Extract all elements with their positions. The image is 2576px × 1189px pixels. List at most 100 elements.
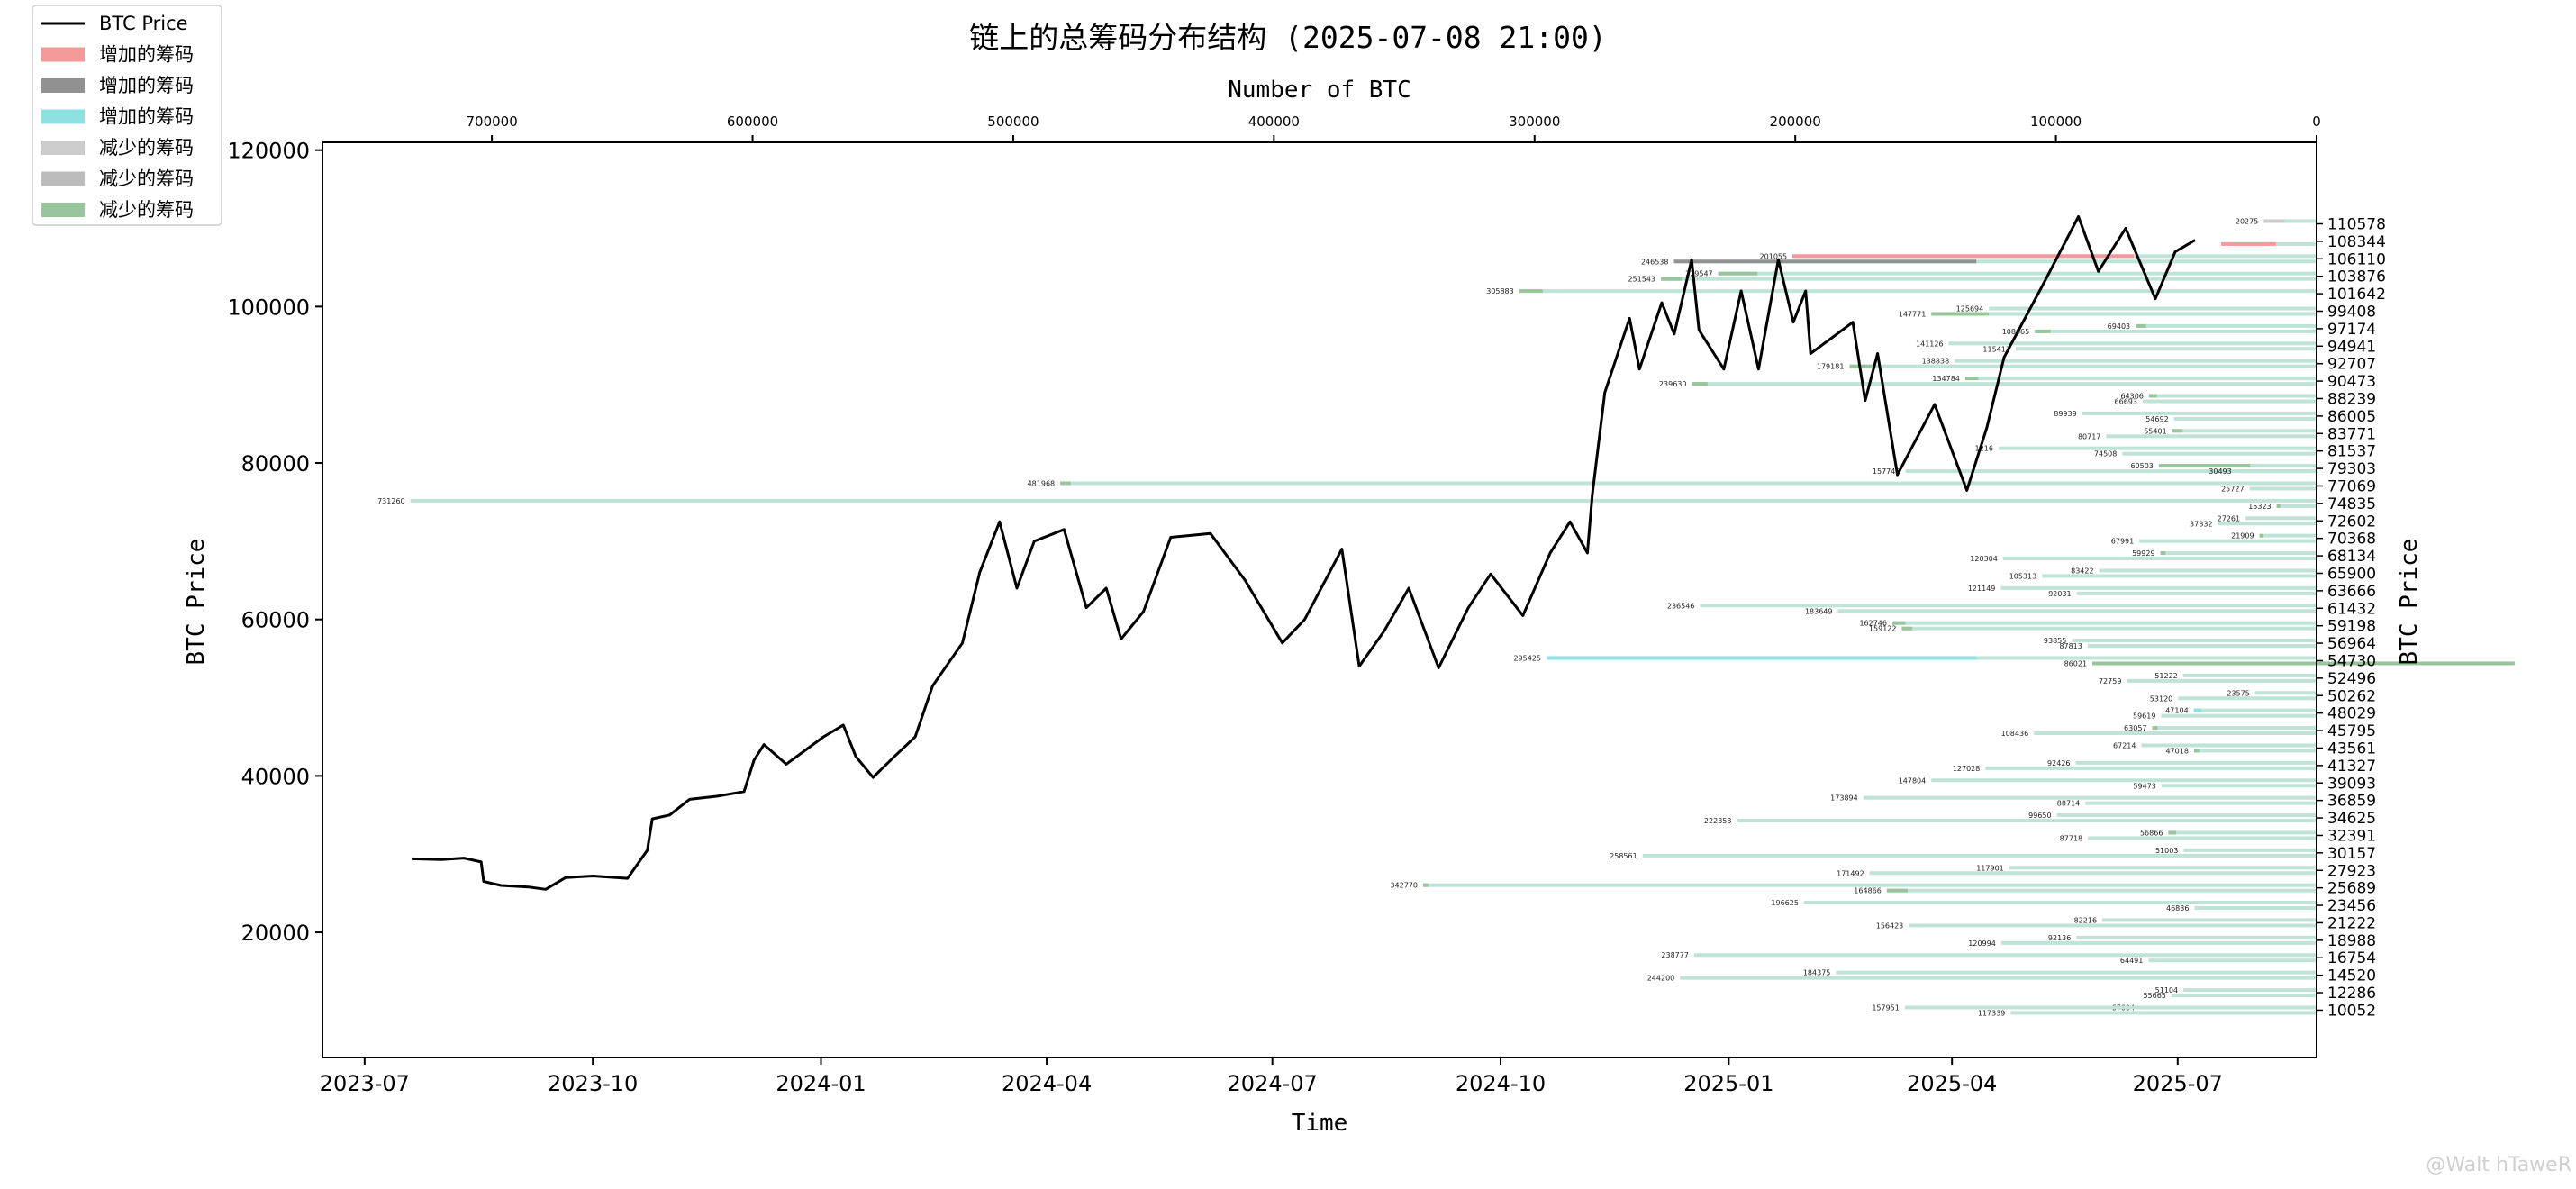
- distribution-bar: [2122, 451, 2317, 456]
- distribution-bar: [2042, 574, 2317, 578]
- distribution-label: 115413: [1982, 345, 2010, 353]
- distribution-label: 93855: [2044, 637, 2066, 645]
- distribution-bar: [1700, 604, 2317, 608]
- right-tick-label: 65900: [2327, 565, 2376, 583]
- distribution-bar: [2148, 394, 2317, 398]
- top-tick-label: 300000: [1509, 113, 1560, 130]
- distribution-bar: [2218, 522, 2317, 526]
- distribution-bar: [1863, 795, 2317, 800]
- distribution-change-bar: [1547, 656, 1977, 660]
- distribution-label: 138838: [1922, 358, 1950, 366]
- distribution-bar: [2072, 639, 2317, 643]
- distribution-bar: [1931, 778, 2317, 783]
- distribution-change-bar: [2263, 219, 2285, 223]
- distribution-label: 147771: [1899, 310, 1927, 318]
- x-tick-label: 2024-04: [1002, 1071, 1092, 1096]
- y-tick-label: 120000: [227, 139, 310, 164]
- right-tick-label: 101642: [2327, 286, 2386, 304]
- distribution-label: 173894: [1830, 794, 1858, 803]
- right-tick-label: 77069: [2327, 477, 2376, 495]
- distribution-change-bar: [1060, 481, 1071, 486]
- distribution-bar: [1964, 377, 2317, 381]
- distribution-change-bar: [1692, 382, 1708, 386]
- top-tick-label: 400000: [1248, 113, 1300, 130]
- distribution-label: 239630: [1659, 380, 1687, 388]
- distribution-label: 37832: [2190, 520, 2212, 528]
- right-tick-label: 72602: [2327, 513, 2376, 531]
- y-tick-label: 20000: [241, 921, 310, 946]
- legend-label: BTC Price: [99, 13, 188, 34]
- right-tick-label: 43561: [2327, 740, 2376, 758]
- x-tick-label: 2024-01: [776, 1071, 866, 1096]
- distribution-bar: [2076, 935, 2317, 939]
- right-tick-label: 86005: [2327, 408, 2376, 426]
- distribution-bar: [1989, 306, 2317, 311]
- distribution-label: 30493: [2209, 467, 2231, 476]
- legend-patch-swatch: [41, 141, 85, 155]
- distribution-change-bar: [1886, 888, 1909, 893]
- distribution-bar: [1931, 312, 2317, 316]
- distribution-bar: [1673, 259, 2317, 264]
- distribution-bar: [2249, 486, 2317, 491]
- distribution-change-bar: [2035, 329, 2051, 333]
- distribution-label: 222353: [1704, 817, 1732, 825]
- distribution-bar: [1680, 976, 2317, 980]
- right-tick-label: 97174: [2327, 321, 2376, 339]
- distribution-bar: [2142, 399, 2317, 404]
- top-tick-label: 700000: [466, 113, 517, 130]
- distribution-label: 87718: [2060, 834, 2082, 842]
- right-tick-label: 90473: [2327, 373, 2376, 391]
- distribution-label: 229547: [1685, 270, 1713, 278]
- right-tick-label: 41327: [2327, 758, 2376, 776]
- legend-label: 减少的筹码: [99, 137, 194, 159]
- distribution-label: 59473: [2133, 782, 2155, 790]
- distribution-bar: [1904, 1005, 2317, 1010]
- distribution-label: 92031: [2048, 590, 2071, 598]
- distribution-label: 88714: [2057, 800, 2080, 808]
- distribution-bar: [1837, 609, 2317, 613]
- distribution-label: 46836: [2166, 904, 2189, 912]
- distribution-bar: [2035, 329, 2317, 333]
- distribution-change-bar: [1931, 312, 1990, 316]
- right-tick-label: 74835: [2327, 495, 2376, 513]
- distribution-label: 92136: [2048, 934, 2071, 942]
- distribution-bar: [1803, 901, 2317, 905]
- distribution-bar: [2161, 713, 2317, 718]
- distribution-label: 64491: [2120, 957, 2143, 965]
- right-tick-label: 45795: [2327, 722, 2376, 740]
- distribution-label: 89939: [2054, 410, 2076, 418]
- y-tick-label: 100000: [227, 295, 310, 320]
- right-tick-label: 39093: [2327, 775, 2376, 793]
- distribution-label: 51222: [2154, 672, 2177, 680]
- x-tick-label: 2024-10: [1456, 1071, 1546, 1096]
- distribution-bar: [2172, 429, 2317, 433]
- distribution-bar: [1642, 853, 2317, 858]
- distribution-bar: [2182, 673, 2317, 677]
- distribution-bar: [2193, 749, 2317, 753]
- distribution-label: 125694: [1956, 304, 1984, 313]
- distribution-label: 20275: [2236, 218, 2258, 226]
- x-tick-label: 2023-10: [548, 1071, 638, 1096]
- right-tick-label: 10052: [2327, 1002, 2376, 1020]
- distribution-bar: [1886, 888, 2317, 893]
- distribution-label: 162746: [1859, 620, 1887, 628]
- distribution-label: 159122: [1869, 625, 1897, 633]
- legend-label: 减少的筹码: [99, 168, 194, 190]
- distribution-bar: [1661, 277, 2317, 281]
- distribution-bar: [2263, 219, 2317, 223]
- legend-patch-swatch: [41, 47, 85, 62]
- distribution-label: 47018: [2165, 747, 2188, 755]
- y-tick-label: 60000: [241, 608, 310, 633]
- distribution-label: 59619: [2133, 712, 2155, 721]
- distribution-change-bar: [2221, 241, 2276, 246]
- distribution-bar: [2168, 830, 2317, 835]
- distribution-label: 92426: [2047, 759, 2070, 767]
- distribution-label: 23575: [2227, 689, 2249, 697]
- distribution-label: 66693: [2115, 397, 2137, 405]
- distribution-bar: [1955, 359, 2317, 363]
- right-tick-label: 92707: [2327, 356, 2376, 374]
- distribution-label: 156423: [1876, 921, 1904, 930]
- distribution-change-bar: [1901, 626, 1913, 631]
- right-tick-label: 99408: [2327, 303, 2376, 321]
- distribution-label: 15323: [2248, 503, 2271, 511]
